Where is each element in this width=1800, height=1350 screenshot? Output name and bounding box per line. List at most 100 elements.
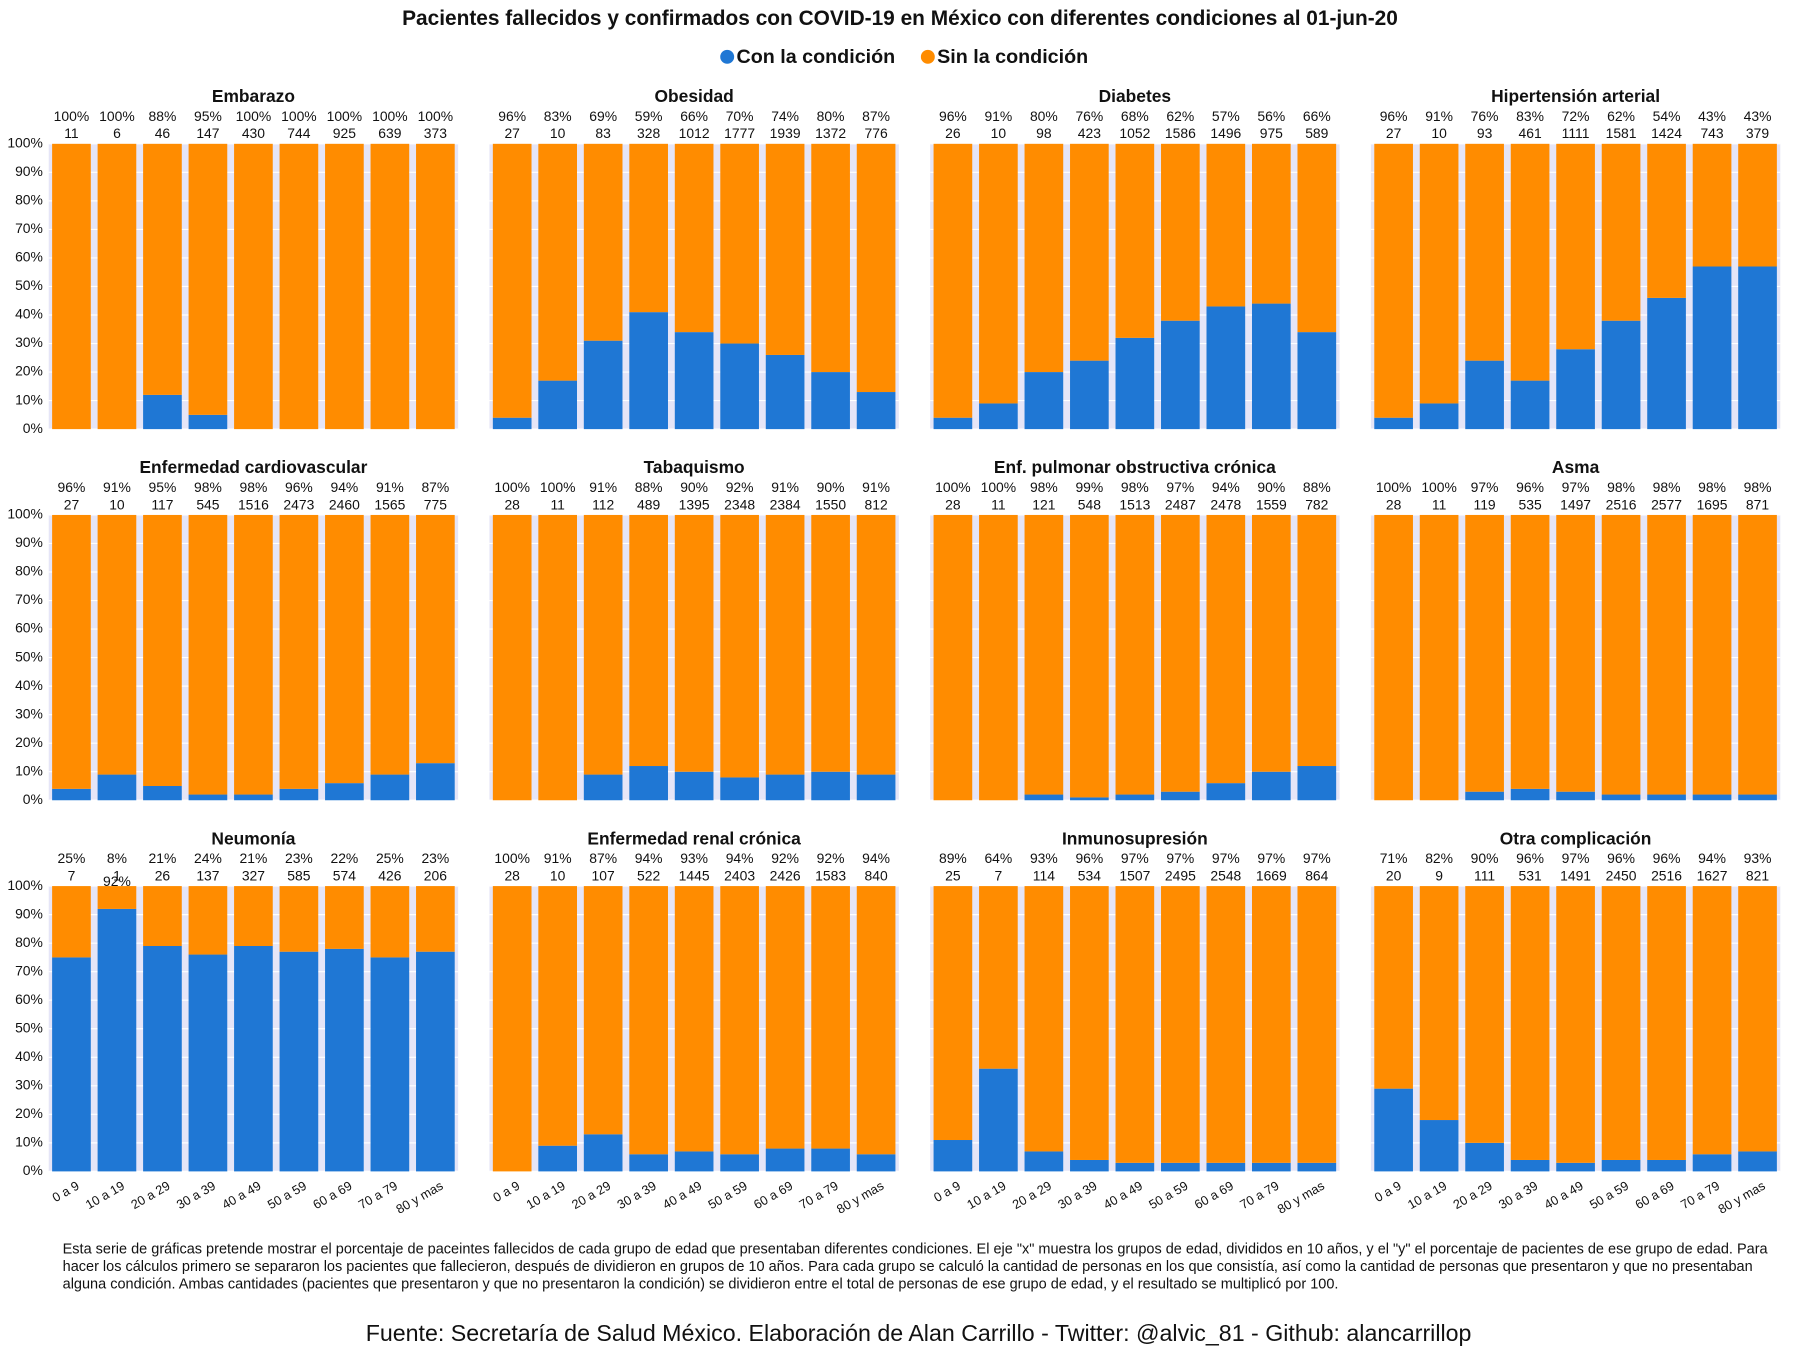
value-label: 83% [1516, 108, 1544, 124]
bar-segment [1465, 514, 1504, 792]
value-label: 87% [862, 108, 890, 124]
y-tick-label: 90% [15, 163, 43, 179]
bar-segment [279, 951, 319, 1172]
count-label: 589 [1305, 125, 1328, 141]
count-label: 975 [1260, 125, 1283, 141]
bar-segment [979, 1068, 1018, 1172]
count-label: 11 [991, 496, 1006, 512]
bar-segment [325, 783, 364, 801]
count-label: 6 [113, 125, 121, 141]
count-label: 26 [945, 125, 961, 141]
bar-segment [1556, 791, 1595, 801]
legend-marker [720, 49, 735, 64]
count-label: 545 [196, 496, 219, 512]
value-label: 92% [817, 850, 845, 866]
value-label: 91% [544, 850, 572, 866]
bar-segment [1374, 886, 1413, 1089]
bar-segment [416, 886, 455, 952]
count-label: 1777 [724, 125, 755, 141]
value-label: 90% [680, 479, 708, 495]
bar-segment [1601, 143, 1641, 321]
value-label: 62% [1607, 108, 1635, 124]
count-label: 423 [1078, 125, 1101, 141]
value-label: 99% [1075, 479, 1103, 495]
bar-segment [1647, 886, 1686, 1160]
y-tick-label: 20% [15, 363, 43, 379]
bar-segment [1738, 266, 1777, 430]
bar-segment [279, 886, 319, 952]
bar-segment [1206, 514, 1246, 784]
bar-segment [1251, 886, 1291, 1163]
count-label: 535 [1518, 496, 1541, 512]
bar-segment [234, 514, 273, 795]
count-label: 25 [945, 867, 961, 883]
count-label: 93 [1477, 125, 1493, 141]
y-tick-label: 20% [15, 734, 43, 750]
value-label: 88% [149, 108, 177, 124]
count-label: 147 [196, 125, 219, 141]
bar-segment [720, 143, 759, 344]
bar-segment [1206, 143, 1246, 307]
bar-segment [811, 372, 850, 430]
bar-segment [1024, 886, 1064, 1152]
count-label: 206 [424, 867, 447, 883]
bar-segment [1297, 766, 1337, 801]
count-label: 28 [504, 496, 520, 512]
count-label: 117 [151, 496, 173, 512]
value-label: 98% [1653, 479, 1681, 495]
bar-segment [1738, 143, 1777, 267]
bar-segment [979, 143, 1018, 404]
count-label: 1395 [679, 496, 710, 512]
bar-segment [97, 143, 137, 430]
count-label: 1516 [238, 496, 269, 512]
count-label: 10 [109, 496, 125, 512]
count-label: 111 [1474, 867, 1495, 883]
bar-segment [1465, 143, 1504, 361]
bar-segment [583, 774, 623, 801]
y-tick-label: 90% [15, 905, 43, 921]
bar-segment [1297, 143, 1337, 333]
bar-segment [1510, 143, 1550, 381]
bar-segment [765, 1148, 805, 1172]
bar-segment [279, 514, 319, 789]
count-label: 864 [1305, 867, 1328, 883]
bar-segment [856, 392, 896, 430]
bar-segment [97, 908, 137, 1172]
count-label: 639 [378, 125, 401, 141]
bar-segment [720, 886, 759, 1155]
bar-segment [1510, 1159, 1550, 1172]
y-tick-label: 70% [15, 220, 43, 236]
panel-title: Hipertensión arterial [1491, 86, 1660, 106]
bar-segment [1024, 143, 1064, 373]
y-tick-label: 10% [15, 762, 43, 778]
value-label: 94% [635, 850, 663, 866]
bar-segment [1738, 794, 1777, 801]
value-label: 80% [1030, 108, 1058, 124]
count-label: 119 [1474, 496, 1496, 512]
value-label: 98% [1030, 479, 1058, 495]
value-label: 100% [494, 850, 530, 866]
bar-segment [188, 514, 228, 795]
value-label: 100% [281, 108, 317, 124]
count-label: 743 [1700, 125, 1723, 141]
y-tick-label: 20% [15, 1105, 43, 1121]
count-label: 114 [1033, 867, 1055, 883]
bar-segment [1206, 306, 1246, 430]
bar-segment [188, 886, 228, 955]
bar-segment [1251, 771, 1291, 801]
bar-segment [1647, 143, 1686, 298]
bar-segment [1738, 886, 1777, 1152]
value-label: 90% [1471, 850, 1499, 866]
bar-segment [1647, 297, 1686, 430]
count-label: 7 [68, 867, 76, 883]
value-label: 98% [239, 479, 267, 495]
bar-segment [1161, 791, 1200, 801]
panel-title: Neumonía [211, 828, 295, 848]
bar-segment [1465, 791, 1504, 801]
count-label: 11 [64, 125, 79, 141]
bar-segment [143, 785, 182, 801]
count-label: 1550 [815, 496, 846, 512]
bar-segment [1374, 417, 1413, 430]
bar-segment [1161, 1162, 1200, 1172]
bar-segment [97, 886, 137, 909]
